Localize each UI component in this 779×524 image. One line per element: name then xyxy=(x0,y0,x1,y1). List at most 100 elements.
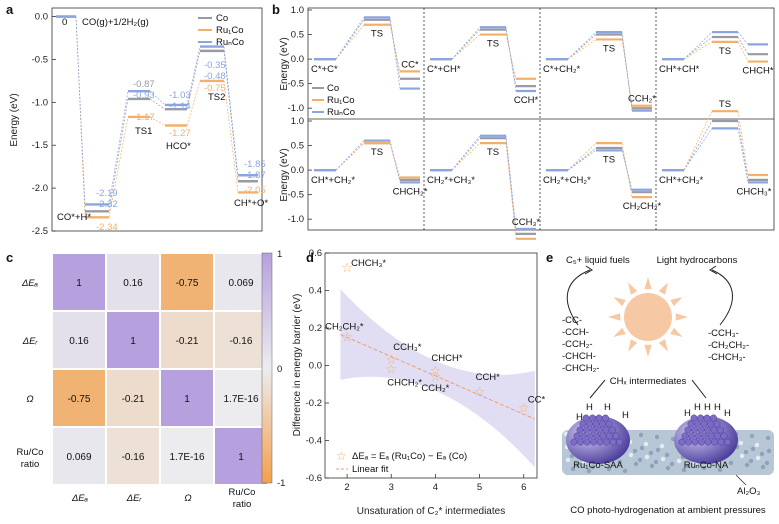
cluster-atom xyxy=(596,426,603,434)
b-connector-Ru1Co xyxy=(567,142,597,171)
panel-a-yticks: 0.0 -0.5 -1.0 -1.5 -2.0 -2.5 xyxy=(32,12,56,237)
b-connector-Ru1Co xyxy=(683,111,713,171)
heatmap-col-label: Ru/Co xyxy=(229,487,256,498)
b-ts-label: TS xyxy=(487,147,499,158)
d-ytick-label: 0.0 xyxy=(309,361,322,372)
e-left-item: -CHCH- xyxy=(562,351,596,362)
cluster-atom xyxy=(684,426,692,434)
heatmap-cell-value: 1 xyxy=(184,394,190,405)
arrow-left-head xyxy=(584,265,593,275)
heatmap-cell xyxy=(215,312,267,368)
support-atom xyxy=(654,434,660,440)
a-connector-Co xyxy=(149,98,166,110)
d-xtick-label: 4 xyxy=(433,482,438,493)
panel-d-label: d xyxy=(306,250,314,265)
heatmap-col-label: Ω xyxy=(184,493,191,504)
heatmap-cell-value: 1.7E-16 xyxy=(169,452,204,463)
b-ytick-label: 0.5 xyxy=(291,30,304,41)
panel-a-legend: Co Ru₁Co RuₙCo xyxy=(198,13,244,48)
support-atom xyxy=(637,457,643,463)
d-point-marker: ☆ xyxy=(430,364,442,379)
b-connector-RunCo xyxy=(451,135,481,171)
d-point-marker: ☆ xyxy=(474,385,486,400)
cluster-atom xyxy=(697,426,705,434)
heatmap-cell xyxy=(161,254,213,310)
b-connector-Ru1Co xyxy=(567,39,597,60)
heatmap-cell xyxy=(53,428,105,484)
e-top-right-label: Light hydrocarbons xyxy=(657,255,738,266)
heatmap-cell-value: 0.16 xyxy=(69,336,89,347)
d-point-label: CCH₂* xyxy=(421,383,449,394)
support-atom xyxy=(766,448,772,454)
support-atom xyxy=(759,451,765,457)
b-connector-RunCo xyxy=(389,140,401,183)
e-left-list: -CC--CCH--CCH₂--CHCH--CHCH₂- xyxy=(562,315,599,374)
e-center-label: CHₓ intermediates xyxy=(610,376,687,387)
e-left-item: -CC- xyxy=(562,315,582,326)
b-connector-Co xyxy=(567,147,597,171)
d-point-marker: ☆ xyxy=(341,261,353,276)
cluster-atom xyxy=(609,438,617,446)
support-atom xyxy=(643,441,649,447)
a-value-label: -1.03 xyxy=(169,90,191,101)
b-connector-RunCo xyxy=(683,31,713,60)
fit-confidence-band xyxy=(340,289,535,468)
b-connector-RunCo xyxy=(505,27,517,92)
a-connector-Ru1Co xyxy=(108,116,129,218)
support-atom xyxy=(664,452,670,458)
heatmap-cell-value: 1.7E-16 xyxy=(223,394,258,405)
b-connector-Ru1Co xyxy=(505,34,517,79)
support-atom xyxy=(748,458,754,464)
d-ytick-label: 0.4 xyxy=(309,286,322,297)
a-ytick-label: -1.0 xyxy=(32,97,48,108)
support-atom xyxy=(681,467,687,473)
cluster-atom xyxy=(710,414,717,422)
b-connector-RunCo xyxy=(737,128,749,183)
cluster-atom xyxy=(701,432,708,440)
b-connector-RunCo xyxy=(567,150,597,171)
sun-ray xyxy=(613,327,626,337)
sun-ray xyxy=(613,297,626,307)
d-point-marker: ☆ xyxy=(385,353,397,368)
colorbar-tick-top: 1 xyxy=(277,249,282,260)
a-value-label: -0.75 xyxy=(204,83,226,94)
d-ytick-label: 0.6 xyxy=(309,248,322,259)
cluster-atom xyxy=(612,432,620,440)
d-point-label: CCH* xyxy=(476,372,501,383)
heatmap-cell-value: -0.21 xyxy=(122,394,145,405)
d-ytick-label: -0.6 xyxy=(306,473,322,484)
d-point-marker: ☆ xyxy=(385,362,397,377)
panel-e: e C₅+ liquid fuels Light hydrocarbons -C… xyxy=(546,250,774,516)
e-right-list: -CCH₃--CH₂CH₂--CHCH₃- xyxy=(708,328,749,363)
heatmap-row-label: Ru/Co xyxy=(17,447,44,458)
a-connector-RunCo xyxy=(75,16,86,205)
e-right-item: -CHCH₃- xyxy=(708,352,746,363)
hydrogen-label: H xyxy=(604,402,611,413)
d-ytick-label: -0.2 xyxy=(306,398,322,409)
cluster-atom xyxy=(707,432,715,440)
heatmap-cell-value: -0.75 xyxy=(176,278,199,289)
cluster-atom xyxy=(690,414,698,422)
heatmap-cell xyxy=(215,370,267,426)
cluster-atom xyxy=(707,420,714,428)
panel-d-legend: ☆ ΔEₐ = Eₐ (Ru₁Co) − Eₐ (Co) Linear fit xyxy=(336,449,467,475)
panel-a-ylabel: Energy (eV) xyxy=(9,93,20,146)
e-left-item: -CHCH₂- xyxy=(562,363,599,374)
heatmap-cell-value: 1 xyxy=(238,452,244,463)
heatmap-cell-value: 0.069 xyxy=(66,452,91,463)
b-connector-Ru1Co xyxy=(683,41,713,60)
a-value-label: -0.93 xyxy=(133,90,155,101)
sun-ray xyxy=(658,339,668,352)
a-connector-RunCo xyxy=(108,91,129,205)
b-initial-label: C*+CH₂* xyxy=(543,64,581,75)
support-atom xyxy=(739,453,745,459)
cluster-atom xyxy=(714,432,721,440)
b-connector-RunCo xyxy=(505,135,517,230)
sun-ray xyxy=(670,297,683,307)
cluster-atom xyxy=(577,438,584,446)
b-connector-RunCo xyxy=(335,17,365,60)
sun-ray xyxy=(658,282,668,295)
arrow-center-left xyxy=(589,379,606,399)
b-connector-RunCo xyxy=(567,31,597,60)
